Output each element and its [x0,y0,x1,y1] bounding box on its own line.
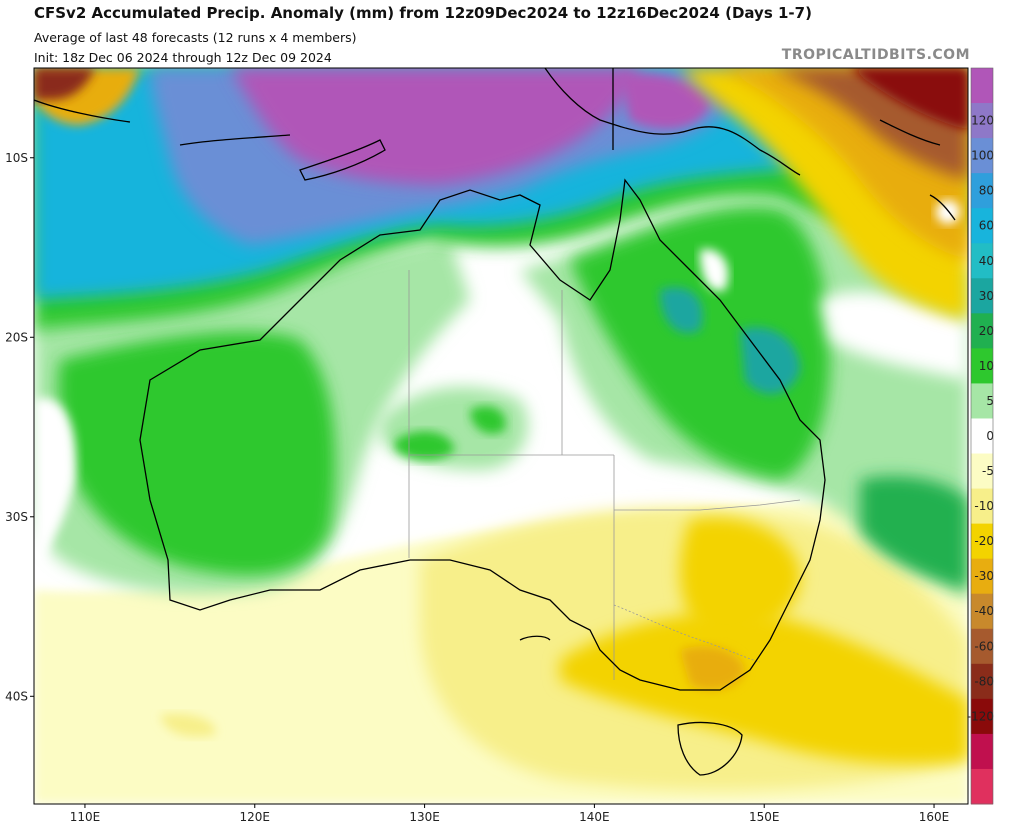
colorbar-label: -5 [982,464,994,478]
colorbar-swatch [971,663,993,700]
colorbar-label: 60 [979,219,994,233]
colorbar-swatch [971,138,993,174]
coastlines [34,68,956,776]
colorbar-swatch [971,313,993,349]
colorbar-label: -120 [967,709,994,723]
colorbar-swatch [971,593,993,630]
longitude-ticks: 110E 120E 130E 140E 150E 160E [70,804,950,824]
colorbar-swatch [971,103,993,139]
colorbar-label: 20 [979,324,994,338]
colorbar-swatch [971,698,993,735]
colorbar-label: 100 [971,149,994,163]
map-title: CFSv2 Accumulated Precip. Anomaly (mm) f… [34,4,812,22]
lon-tick-label: 130E [409,810,440,824]
colorbar-swatch [971,348,993,384]
map-frame [33,67,969,805]
colorbar-label: 5 [986,394,994,408]
colorbar-label: 10 [979,359,994,373]
lon-tick-label: 120E [240,810,271,824]
australia-coastline [139,178,826,691]
anomaly-field [34,68,968,804]
colorbar-label: -60 [974,639,994,653]
lon-tick-label: 150E [749,810,780,824]
colorbar-swatch [971,733,993,770]
kangaroo-island-coastline [519,635,551,641]
colorbar-label: -40 [974,604,994,618]
tasmania-coastline [677,721,743,776]
colorbar-swatch [971,208,993,244]
lon-tick-label: 160E [919,810,950,824]
colorbar-label: 30 [979,289,994,303]
colorbar-swatch [971,628,993,665]
new-caledonia-coastline [929,194,956,221]
timor-coastline [299,139,386,181]
colorbar-label: -20 [974,534,994,548]
colorbar-swatch [971,243,993,279]
lat-tick-label: 30S [5,510,28,524]
colorbar-label: 0 [986,429,994,443]
colorbar-swatch [971,278,993,314]
new-guinea-coastline [544,68,801,176]
lat-tick-label: 10S [5,151,28,165]
colorbar-swatch [971,383,993,419]
lon-tick-label: 110E [70,810,101,824]
latitude-ticks: 10S 20S 30S 40S [5,151,34,703]
solomon-coastline [879,119,941,146]
lat-tick-label: 40S [5,689,28,703]
colorbar-label: -30 [974,569,994,583]
colorbar-swatch [971,558,993,595]
brand-watermark[interactable]: TROPICALTIDBITS.COM [781,47,970,63]
lesser-sunda-coastline [179,134,291,146]
java-coastline [34,99,131,123]
colorbar-swatch [971,488,993,525]
colorbar-swatch [971,453,993,490]
init-info: Init: 18z Dec 06 2024 through 12z Dec 09… [34,50,332,65]
colorbar-frame [970,67,994,805]
colorbar-label: -10 [974,499,994,513]
colorbar-label: 120 [971,114,994,128]
colorbar-swatch [971,68,993,104]
colorbar: 120 100 80 60 40 30 20 10 5 0 -5 -10 -20 -30 -40 -60 -80… [967,67,994,805]
state-borders [408,270,801,680]
colorbar-label: 80 [979,184,994,198]
colorbar-swatch [971,523,993,560]
lat-tick-label: 20S [5,330,28,344]
colorbar-label: 40 [979,254,994,268]
map-subtitle: Average of last 48 forecasts (12 runs x … [34,30,357,45]
colorbar-swatch [971,173,993,209]
colorbar-swatch [971,418,993,455]
colorbar-label: -80 [974,674,994,688]
colorbar-swatch [971,768,993,805]
lon-tick-label: 140E [579,810,610,824]
